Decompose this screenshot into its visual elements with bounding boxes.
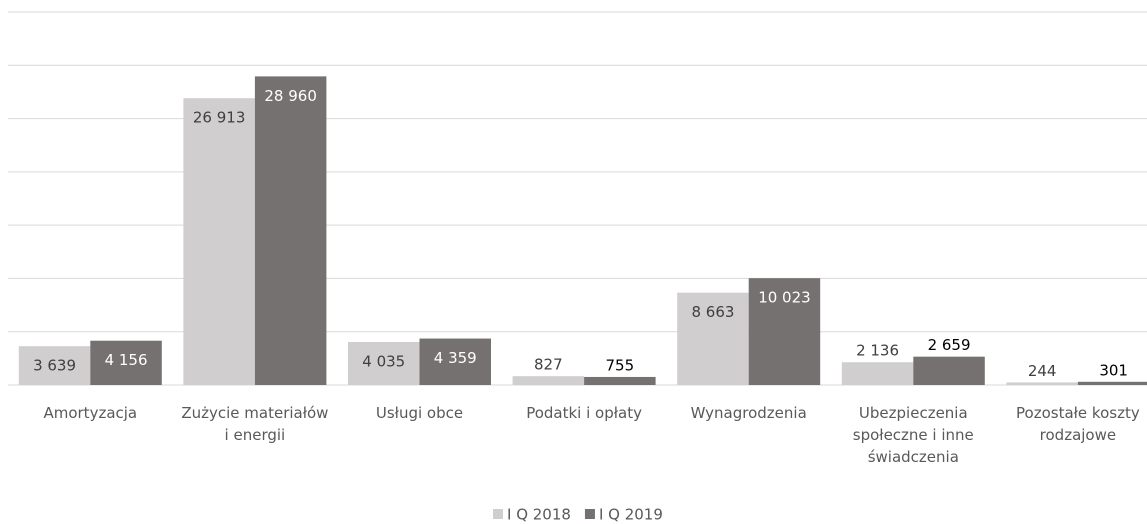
bar [584,376,656,385]
data-label: 244 [1028,362,1057,380]
x-tick-label: Usługi obce [375,404,464,422]
x-tick-label: Pozostałe koszty rodzajowe [1016,404,1140,444]
data-label: 4 156 [105,351,148,369]
data-label: 4 035 [362,352,405,370]
data-label: 8 663 [691,303,734,321]
bar [254,76,327,385]
bar [1006,382,1078,385]
legend-swatch [493,509,503,519]
data-label: 10 023 [758,289,811,307]
bar [90,340,162,385]
bar [348,341,420,385]
x-tick-label: Wynagrodzenia [690,404,807,422]
bar [1077,381,1147,385]
data-label: 755 [606,356,635,374]
data-label: 2 659 [928,336,971,354]
data-label: 301 [1099,361,1128,379]
legend-swatch [584,509,595,519]
data-label: 4 359 [434,349,477,367]
x-tick-label: Amortyzacja [43,404,138,422]
bar [419,338,491,385]
bar [913,356,985,385]
x-tick-label: Podatki i opłaty [526,404,642,422]
data-label: 28 960 [264,87,317,105]
data-label: 827 [534,356,563,374]
legend-label: I Q 2018 [507,506,571,524]
bar [841,362,914,385]
bar [748,278,821,385]
data-label: 26 913 [193,109,246,127]
bar [183,98,255,385]
data-label: 3 639 [33,357,76,375]
bar [512,376,585,385]
x-tick-label: Zużycie materiałów i energii [181,404,329,444]
legend-label: I Q 2019 [599,506,663,524]
bar [18,346,91,385]
bar [677,292,749,385]
x-tick-label: Ubezpieczenia społeczne i inne świadczen… [852,404,974,466]
data-label: 2 136 [856,342,899,360]
